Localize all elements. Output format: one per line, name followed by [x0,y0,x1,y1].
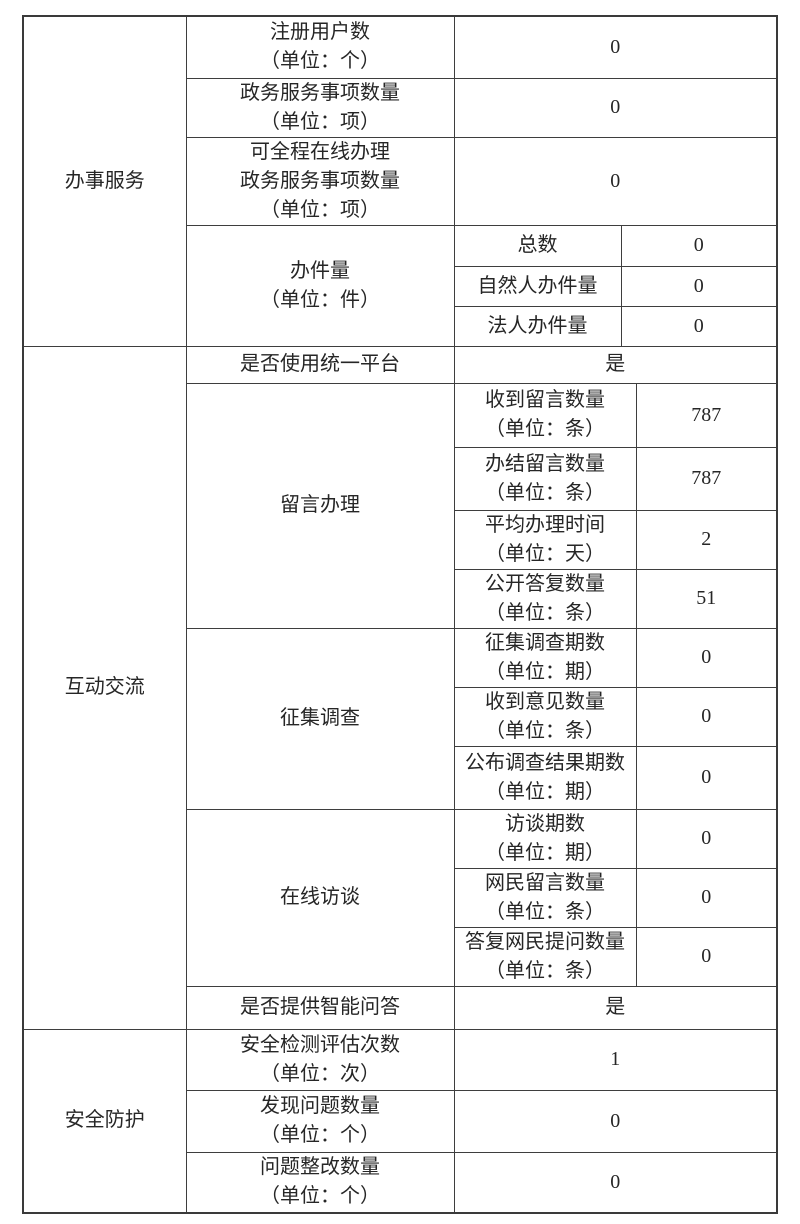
group-label-message-handling: 留言办理 [185,382,455,629]
subitem-label-text: 网民留言数量 [485,871,605,894]
subitem-value-total: 0 [620,224,778,267]
subitem-value-messages-received: 787 [635,382,778,448]
item-value-problems-found: 0 [453,1089,778,1153]
subitem-unit-text: （单位：条） [485,959,605,982]
subitem-label-messages-resolved: 办结留言数量 （单位：条） [453,446,637,511]
item-value-security-assessments: 1 [453,1028,778,1091]
item-label-online-full-process: 可全程在线办理 政务服务事项数量 （单位：项） [185,136,455,226]
group-label-survey: 征集调查 [185,627,455,810]
item-unit-text: （单位：次） [260,1062,380,1085]
subitem-unit-text: （单位：条） [485,418,605,440]
subitem-value-survey-periods: 0 [635,627,778,688]
subitem-value-netizen-replies: 0 [635,926,778,987]
subitem-label-netizen-messages: 网民留言数量 （单位：条） [453,867,637,928]
subitem-label-netizen-replies: 答复网民提问数量 （单位：条） [453,926,637,987]
subitem-unit-text: （单位：条） [485,900,605,923]
subitem-unit-text: （单位：条） [485,601,605,624]
subitem-unit-text: （单位：条） [485,481,605,504]
group-label-text: 办件量 [290,259,350,282]
item-value-problems-rectified: 0 [453,1151,778,1214]
subitem-label-text: 办结留言数量 [485,452,605,475]
subitem-label-text: 平均办理时间 [485,513,605,536]
subitem-label-text: 收到留言数量 [485,389,605,411]
item-label-registered-users: 注册用户数 （单位：个） [185,15,455,79]
subitem-label-text: 收到意见数量 [485,690,605,713]
item-unit-text: （单位：个） [260,1185,380,1208]
subitem-label-messages-received: 收到留言数量 （单位：条） [453,382,637,448]
item-label-text: 政务服务事项数量 [240,81,400,104]
subitem-unit-text: （单位：期） [485,780,605,803]
section-label-text: 安全防护 [64,1109,145,1132]
subitem-value-natural-person: 0 [620,265,778,307]
item-label-text-2: 政务服务事项数量 [240,169,400,192]
subitem-unit-text: （单位：期） [485,660,605,683]
item-label-security-assessments: 安全检测评估次数 （单位：次） [185,1028,455,1091]
subitem-unit-text: （单位：天） [485,542,605,565]
item-label-text: 可全程在线办理 [250,140,390,163]
item-unit-text: （单位：项） [260,110,380,133]
item-label-text: 安全检测评估次数 [240,1033,400,1056]
subitem-unit-text: （单位：期） [485,841,605,864]
item-unit-text: （单位：个） [260,1124,380,1146]
item-value-online-full-process: 0 [453,136,778,226]
subitem-label-avg-handling-time: 平均办理时间 （单位：天） [453,509,637,570]
subitem-label-text: 访谈期数 [505,812,585,835]
group-unit-text: （单位：件） [260,288,380,311]
item-unit-text: （单位：项） [260,198,380,221]
section-label-text: 互动交流 [64,676,145,698]
item-label-problems-rectified: 问题整改数量 （单位：个） [185,1151,455,1214]
item-label-text: 问题整改数量 [260,1156,380,1179]
annual-report-table: 办事服务 注册用户数 （单位：个） 0 政务服务事项数量 （单位：项） 0 可全… [22,15,779,1214]
subitem-value-interview-periods: 0 [635,808,778,869]
section-label-interaction: 互动交流 [22,345,187,1030]
item-value-gov-service-items: 0 [453,77,778,138]
item-unit-text: （单位：个） [260,50,380,73]
group-label-online-interview: 在线访谈 [185,808,455,987]
subitem-label-text: 公布调查结果期数 [465,751,625,774]
subitem-unit-text: （单位：条） [485,719,605,742]
subitem-value-legal-person: 0 [620,305,778,347]
item-value-registered-users: 0 [453,15,778,79]
subitem-label-total: 总数 [453,224,622,267]
item-label-smart-qa: 是否提供智能问答 [185,985,455,1030]
subitem-label-text: 公开答复数量 [485,572,605,595]
section-label-service: 办事服务 [22,15,187,347]
group-label-case-volume: 办件量 （单位：件） [185,224,455,347]
item-value-unified-platform: 是 [453,345,778,384]
subitem-label-legal-person: 法人办件量 [453,305,622,347]
subitem-label-opinions-received: 收到意见数量 （单位：条） [453,686,637,747]
subitem-label-text: 答复网民提问数量 [465,930,625,953]
section-label-security: 安全防护 [22,1028,187,1214]
item-label-text: 发现问题数量 [260,1095,380,1117]
subitem-value-messages-resolved: 787 [635,446,778,511]
subitem-label-public-replies: 公开答复数量 （单位：条） [453,568,637,629]
subitem-label-results-published: 公布调查结果期数 （单位：期） [453,745,637,810]
subitem-value-results-published: 0 [635,745,778,810]
item-label-unified-platform: 是否使用统一平台 [185,345,455,384]
item-label-gov-service-items: 政务服务事项数量 （单位：项） [185,77,455,138]
subitem-value-opinions-received: 0 [635,686,778,747]
item-label-problems-found: 发现问题数量 （单位：个） [185,1089,455,1153]
item-value-smart-qa: 是 [453,985,778,1030]
subitem-label-interview-periods: 访谈期数 （单位：期） [453,808,637,869]
item-label-text: 注册用户数 [270,21,370,44]
subitem-label-natural-person: 自然人办件量 [453,265,622,307]
subitem-label-survey-periods: 征集调查期数 （单位：期） [453,627,637,688]
section-label-text: 办事服务 [64,169,145,192]
subitem-value-public-replies: 51 [635,568,778,629]
subitem-value-netizen-messages: 0 [635,867,778,928]
subitem-value-avg-handling-time: 2 [635,509,778,570]
subitem-label-text: 征集调查期数 [485,631,605,654]
